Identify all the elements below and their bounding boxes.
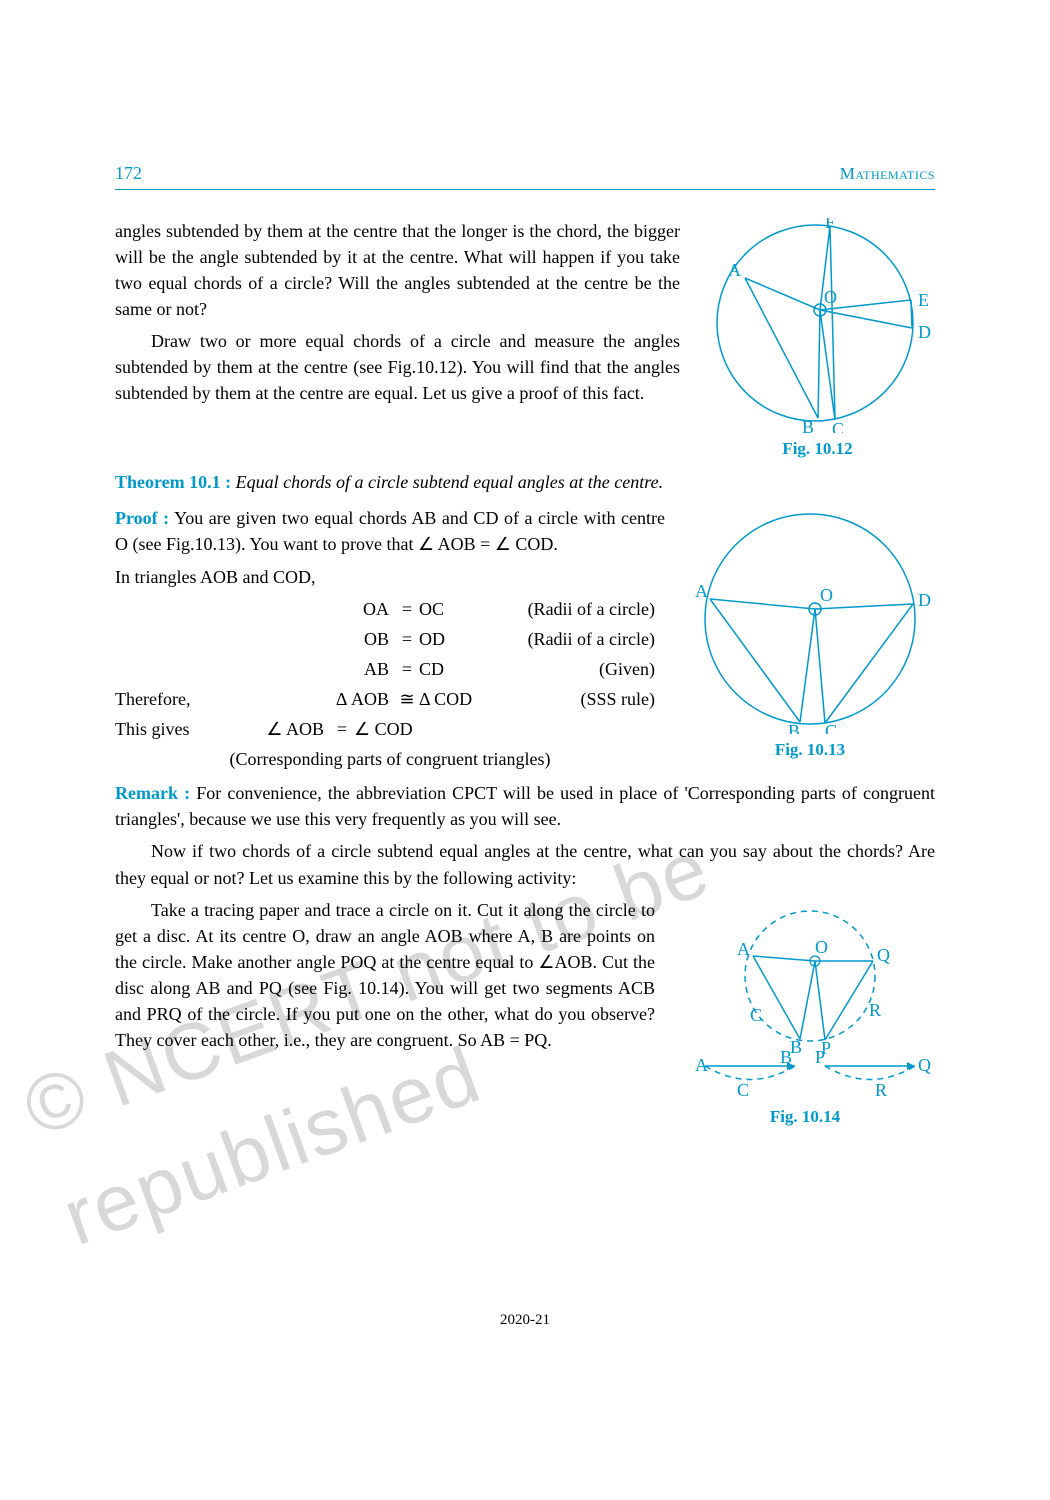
fig-caption-12: Fig. 10.12 xyxy=(700,437,935,462)
svg-text:A: A xyxy=(737,939,750,959)
eq-lhs: ∠ AOB xyxy=(220,716,330,742)
svg-text:O: O xyxy=(815,937,828,957)
theorem-10-1: Theorem 10.1 : Equal chords of a circle … xyxy=(115,469,935,495)
svg-text:E: E xyxy=(918,290,929,310)
svg-text:C: C xyxy=(832,419,844,433)
equals-sign: = xyxy=(395,626,419,652)
eq-lhs: OB xyxy=(245,626,395,652)
eq-lhs: Δ AOB xyxy=(245,686,395,712)
svg-text:P: P xyxy=(815,1047,825,1067)
equation-row-3: AB = CD (Given) xyxy=(115,656,665,682)
svg-text:Q: Q xyxy=(877,945,890,965)
remark-text: For convenience, the abbreviation CPCT w… xyxy=(115,783,935,829)
eq-rhs: ∠ COD xyxy=(354,716,444,742)
figure-10-13: A B C D O Fig. 10.13 xyxy=(685,509,935,763)
equals-sign: = xyxy=(395,656,419,682)
eq-note: (Radii of a circle) xyxy=(509,596,665,622)
circle-chords-icon: A B C D E F O xyxy=(700,218,935,433)
paragraph-5: Now if two chords of a circle subtend eq… xyxy=(115,838,935,890)
proof-label: Proof : xyxy=(115,508,169,528)
svg-text:R: R xyxy=(875,1080,887,1100)
therefore-label: Therefore, xyxy=(115,686,245,712)
svg-text:D: D xyxy=(918,590,931,610)
theorem-label: Theorem 10.1 : xyxy=(115,472,231,492)
equation-row-2: OB = OD (Radii of a circle) xyxy=(115,626,665,652)
svg-text:C: C xyxy=(750,1005,762,1025)
fig-caption-13: Fig. 10.13 xyxy=(685,738,935,763)
svg-text:O: O xyxy=(820,585,833,605)
equals-sign: = xyxy=(330,716,354,742)
svg-text:A: A xyxy=(695,581,708,601)
equals-sign: = xyxy=(395,596,419,622)
svg-text:B: B xyxy=(780,1047,792,1067)
equal-chords-icon: A B C D O xyxy=(685,509,935,734)
page-content: 172 Mathematics A B C D E F O Fi xyxy=(0,0,1050,1137)
figure-10-14: A B C O P Q R A B C P Q R Fig. 10.14 xyxy=(675,901,935,1130)
theorem-statement: Equal chords of a circle subtend equal a… xyxy=(236,472,663,492)
equation-row-4: Therefore, Δ AOB ≅ Δ COD (SSS rule) xyxy=(115,686,665,712)
svg-text:B: B xyxy=(788,721,800,734)
equation-row-1: OA = OC (Radii of a circle) xyxy=(115,596,665,622)
remark-paragraph: Remark : For convenience, the abbreviati… xyxy=(115,780,935,832)
svg-text:Q: Q xyxy=(918,1055,931,1075)
eq-rhs: Δ COD xyxy=(419,686,509,712)
svg-text:F: F xyxy=(825,218,835,232)
eq-lhs: OA xyxy=(245,596,395,622)
page-footer-year: 2020-21 xyxy=(0,1310,1050,1332)
svg-text:R: R xyxy=(869,1000,881,1020)
page-number: 172 xyxy=(115,160,142,186)
eq-note: (Radii of a circle) xyxy=(509,626,665,652)
this-gives-label: This gives xyxy=(115,716,220,742)
svg-text:C: C xyxy=(825,721,837,734)
remark-label: Remark : xyxy=(115,783,190,803)
eq-note: (SSS rule) xyxy=(509,686,665,712)
eq-rhs: OC xyxy=(419,596,509,622)
svg-text:A: A xyxy=(728,260,741,280)
eq-rhs: CD xyxy=(419,656,509,682)
equation-row-5: This gives ∠ AOB = ∠ COD xyxy=(115,716,665,742)
eq-lhs: AB xyxy=(245,656,395,682)
svg-text:C: C xyxy=(737,1080,749,1100)
subject-title: Mathematics xyxy=(840,162,935,187)
congruent-sign: ≅ xyxy=(395,686,419,712)
fig-caption-14: Fig. 10.14 xyxy=(675,1105,935,1130)
figure-10-12: A B C D E F O Fig. 10.12 xyxy=(700,218,935,462)
traced-circle-icon: A B C O P Q R A B C P Q R xyxy=(675,901,935,1101)
svg-text:B: B xyxy=(802,417,814,433)
proof-intro-text: You are given two equal chords AB and CD… xyxy=(115,508,665,554)
eq-rhs: OD xyxy=(419,626,509,652)
svg-text:D: D xyxy=(918,322,931,342)
svg-text:A: A xyxy=(695,1055,708,1075)
svg-text:O: O xyxy=(824,287,837,307)
page-header: 172 Mathematics xyxy=(115,160,935,190)
eq-note: (Given) xyxy=(509,656,665,682)
